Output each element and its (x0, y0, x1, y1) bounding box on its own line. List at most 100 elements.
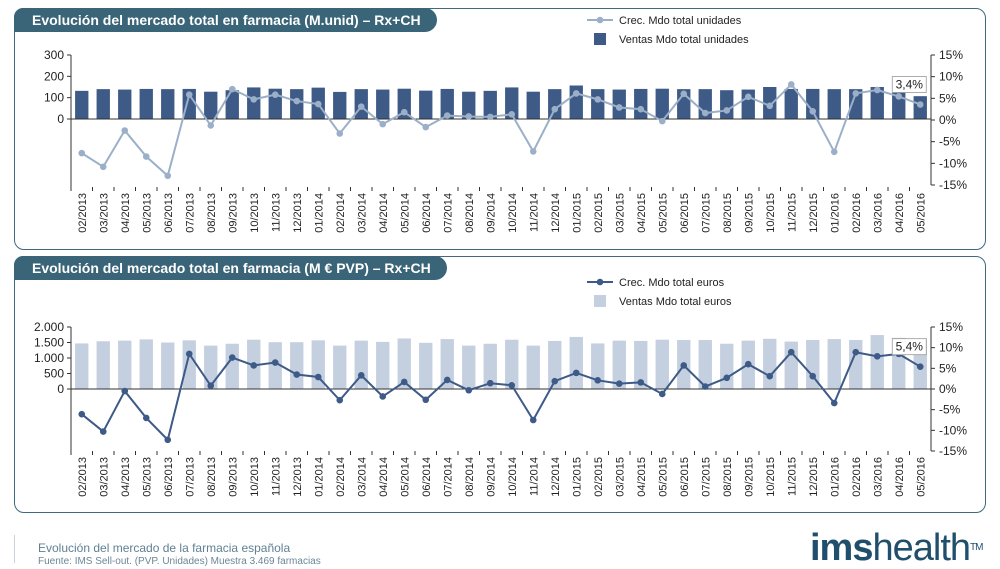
point-05/2016 (916, 363, 924, 370)
right-tick-label: -15% (939, 178, 967, 192)
x-tick-label: 11/2013 (270, 193, 282, 232)
point-07/2015 (701, 109, 709, 117)
x-tick-label: 04/2015 (636, 193, 648, 233)
x-tick-label: 07/2014 (442, 193, 454, 233)
bar-07/2015 (698, 340, 712, 389)
footer-source: Fuente: IMS Sell-out. (PVP. Unidades) Mu… (38, 556, 321, 567)
x-tick-label: 12/2015 (808, 457, 820, 497)
bar-11/2014 (526, 345, 540, 389)
point-05/2015 (658, 390, 666, 398)
right-tick-label: -5% (939, 135, 961, 149)
point-05/2015 (658, 117, 666, 125)
left-tick-label: 2.000 (34, 320, 64, 334)
point-03/2013 (99, 428, 107, 435)
x-tick-label: 05/2016 (915, 457, 927, 497)
right-tick-label: 15% (939, 320, 963, 334)
bar-08/2015 (720, 343, 734, 389)
bar-09/2014 (483, 343, 497, 389)
x-tick-label: 05/2015 (657, 457, 669, 497)
x-tick-label: 02/2016 (851, 193, 863, 233)
x-tick-label: 05/2014 (399, 193, 411, 233)
units-chart-title: Evolución del mercado total en farmacia … (14, 8, 437, 32)
bar-07/2014 (440, 339, 454, 389)
bar-09/2013 (225, 343, 239, 389)
x-tick-label: 02/2013 (77, 457, 89, 497)
logo-ims-text: ims (810, 527, 873, 569)
x-tick-label: 01/2014 (313, 193, 325, 233)
annotation-label: 3,4% (896, 77, 924, 91)
legend-bar-label: Ventas Mdo total euros (619, 296, 732, 308)
x-tick-label: 10/2014 (507, 193, 519, 233)
point-11/2014 (529, 148, 537, 155)
x-tick-label: 02/2015 (593, 193, 605, 233)
left-tick-label: 0 (57, 112, 64, 126)
x-tick-label: 06/2015 (679, 457, 691, 497)
x-tick-label: 03/2013 (98, 457, 110, 497)
bar-01/2015 (569, 336, 583, 389)
point-08/2015 (723, 107, 731, 114)
point-02/2016 (852, 90, 860, 97)
point-04/2015 (637, 379, 645, 386)
bar-12/2015 (806, 340, 820, 389)
x-tick-label: 02/2014 (335, 193, 347, 233)
bar-05/2015 (655, 339, 669, 389)
legend-line-label: Crec. Mdo total unidades (619, 15, 742, 27)
x-tick-label: 06/2013 (163, 457, 175, 497)
bar-01/2016 (827, 89, 841, 119)
x-tick-label: 10/2013 (249, 193, 261, 233)
x-tick-label: 04/2014 (378, 457, 390, 497)
point-05/2013 (142, 153, 150, 160)
bar-03/2015 (612, 340, 626, 389)
point-09/2014 (486, 379, 494, 387)
point-11/2013 (271, 91, 279, 98)
bar-08/2014 (462, 91, 476, 119)
x-tick-label: 04/2013 (120, 193, 132, 233)
left-tick-label: 500 (44, 367, 64, 381)
bar-06/2013 (161, 89, 175, 119)
point-09/2014 (486, 113, 494, 121)
point-12/2015 (809, 108, 817, 115)
point-08/2013 (207, 382, 215, 389)
x-tick-label: 06/2014 (421, 457, 433, 497)
point-10/2014 (508, 111, 516, 118)
x-tick-label: 01/2015 (571, 193, 583, 233)
point-07/2015 (701, 383, 709, 390)
right-tick-label: 10% (939, 70, 963, 84)
bar-02/2013 (75, 90, 89, 119)
point-03/2015 (615, 380, 623, 387)
bar-05/2014 (397, 338, 411, 389)
point-02/2015 (594, 377, 602, 384)
point-06/2015 (680, 90, 688, 98)
x-tick-label: 05/2014 (399, 457, 411, 497)
point-04/2016 (895, 93, 903, 100)
x-tick-label: 10/2015 (765, 193, 777, 233)
annotation-label: 5,4% (896, 340, 924, 354)
point-03/2016 (873, 86, 881, 94)
x-tick-label: 08/2013 (206, 193, 218, 233)
point-06/2013 (164, 172, 172, 180)
x-tick-label: 08/2015 (722, 457, 734, 497)
x-tick-label: 11/2013 (270, 457, 282, 496)
point-09/2015 (744, 360, 752, 368)
point-05/2013 (142, 414, 150, 422)
point-02/2013 (78, 149, 86, 157)
x-tick-label: 11/2015 (786, 457, 798, 496)
left-tick-label: 300 (44, 48, 64, 62)
point-09/2013 (228, 85, 236, 93)
point-07/2013 (185, 91, 193, 98)
x-tick-label: 01/2014 (313, 457, 325, 497)
x-tick-label: 09/2015 (743, 457, 755, 497)
left-tick-label: 1.500 (34, 336, 64, 350)
bar-02/2014 (333, 91, 347, 119)
point-02/2014 (336, 130, 344, 137)
footer-title: Evolución del mercado de la farmacia esp… (38, 541, 291, 555)
point-02/2015 (594, 96, 602, 103)
point-11/2015 (787, 81, 795, 88)
bar-04/2014 (376, 89, 390, 119)
point-02/2014 (336, 396, 344, 404)
euros-chart-panel: Evolución del mercado total en farmacia … (14, 256, 986, 513)
point-12/2013 (293, 371, 301, 378)
x-tick-label: 03/2016 (872, 457, 884, 497)
point-12/2014 (551, 105, 559, 113)
bar-10/2014 (505, 339, 519, 389)
